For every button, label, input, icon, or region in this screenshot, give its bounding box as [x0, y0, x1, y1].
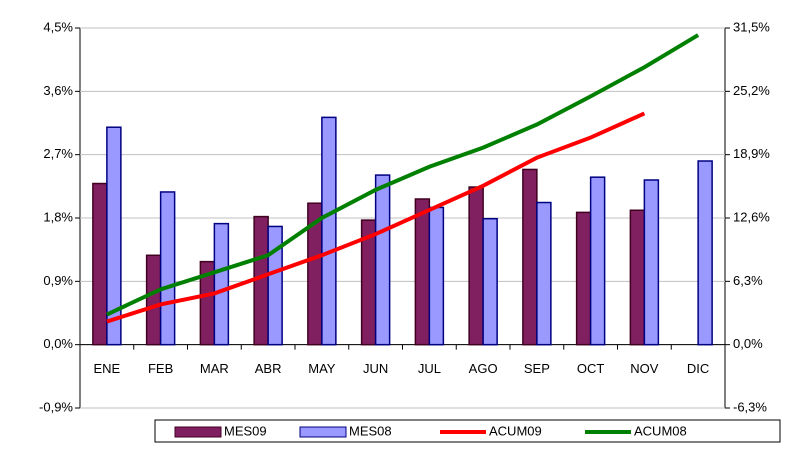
x-tick-label: ENE: [94, 361, 121, 376]
bar: [575, 211, 592, 346]
x-tick-label: MAR: [200, 361, 229, 376]
bar: [321, 116, 337, 346]
bar: [482, 217, 498, 346]
bar: [159, 191, 176, 346]
x-tick-label: FEB: [148, 361, 173, 376]
y2-tick-label: 18,9%: [733, 146, 770, 161]
legend-swatch: [299, 426, 347, 438]
bar: [213, 222, 230, 346]
bar: [629, 209, 646, 346]
x-tick-label: ABR: [255, 361, 282, 376]
y2-tick-label: 25,2%: [733, 83, 770, 98]
legend-label: MES09: [224, 423, 267, 438]
bar: [414, 198, 431, 346]
bar: [106, 126, 122, 346]
x-tick-label: JUL: [418, 361, 441, 376]
y2-tick-label: 6,3%: [733, 273, 763, 288]
line: [106, 111, 646, 324]
x-tick-label: AGO: [469, 361, 498, 376]
x-tick-label: JUN: [363, 361, 388, 376]
bar: [428, 206, 445, 346]
bar: [522, 168, 538, 346]
y2-tick-label: -6,3%: [733, 399, 767, 414]
y-tick-label: 3,6%: [43, 83, 73, 98]
x-tick-label: SEP: [524, 361, 550, 376]
y2-tick-label: 0,0%: [733, 336, 763, 351]
x-tick-label: NOV: [630, 361, 659, 376]
bar: [374, 174, 391, 346]
y2-tick-label: 12,6%: [733, 209, 770, 224]
x-tick-label: OCT: [577, 361, 605, 376]
legend-label: MES08: [349, 423, 392, 438]
legend-label: ACUM08: [634, 423, 687, 438]
line: [106, 33, 700, 317]
y-tick-label: 2,7%: [43, 146, 73, 161]
bar: [589, 176, 606, 346]
bar: [267, 225, 283, 346]
y-tick-label: 0,0%: [43, 336, 73, 351]
y-tick-label: 4,5%: [43, 19, 73, 34]
y-tick-label: 0,9%: [43, 273, 73, 288]
legend-swatch: [174, 426, 222, 438]
bar: [536, 201, 552, 346]
y2-tick-label: 31,5%: [733, 19, 770, 34]
x-tick-label: MAY: [308, 361, 336, 376]
legend-label: ACUM09: [489, 423, 542, 438]
bar: [145, 254, 162, 346]
bar: [697, 160, 713, 346]
y-tick-label: 1,8%: [43, 209, 73, 224]
bar: [643, 179, 660, 346]
x-tick-label: DIC: [687, 361, 709, 376]
bar: [468, 186, 484, 346]
bar: [92, 182, 108, 346]
y-tick-label: -0,9%: [39, 399, 73, 414]
